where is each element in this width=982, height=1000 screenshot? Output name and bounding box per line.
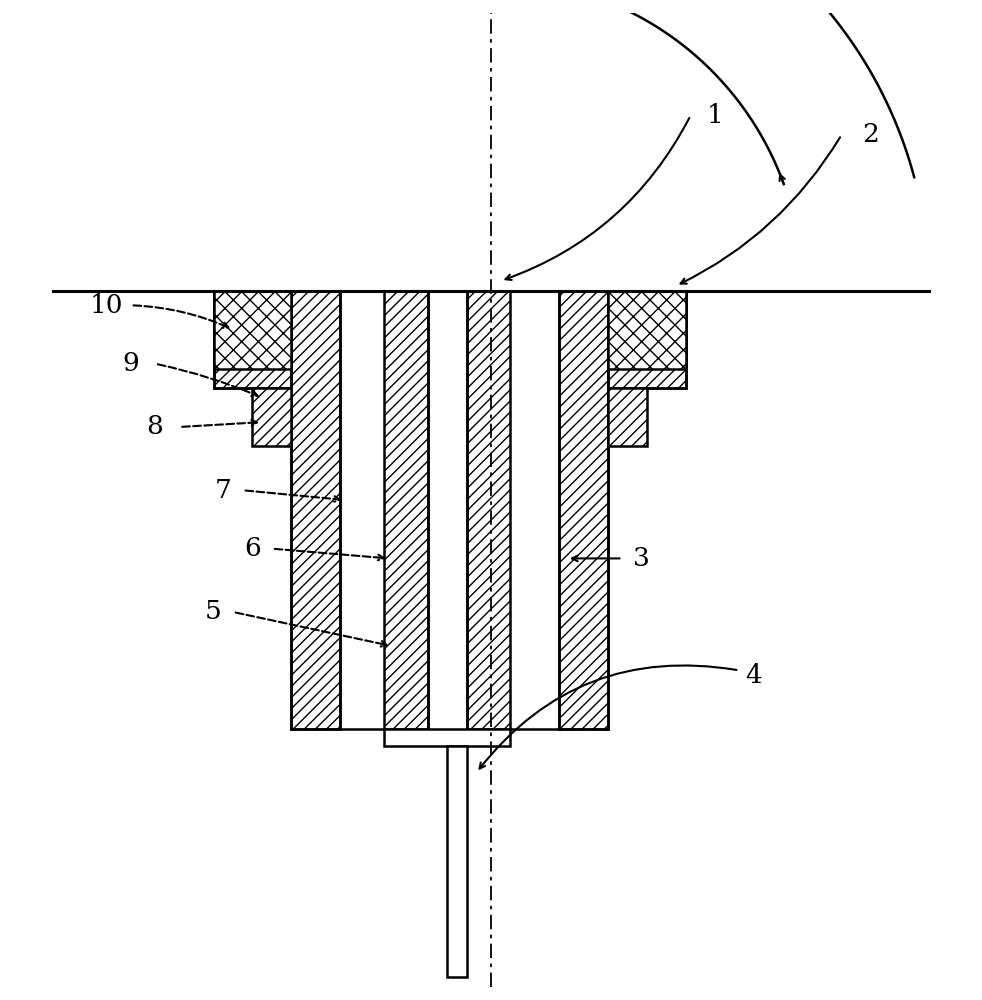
Bar [447, 746, 466, 977]
Bar [511, 291, 559, 729]
Bar [608, 291, 685, 369]
Text: 9: 9 [123, 351, 139, 376]
Bar [384, 729, 511, 746]
Bar [559, 291, 608, 729]
Text: 3: 3 [633, 546, 650, 571]
Text: 1: 1 [707, 103, 724, 128]
Text: 10: 10 [89, 293, 123, 318]
Bar [428, 291, 466, 729]
Text: 2: 2 [862, 122, 879, 147]
Bar [608, 291, 685, 388]
Bar [252, 388, 292, 446]
Bar [466, 291, 511, 729]
Bar [340, 291, 384, 729]
Text: 8: 8 [146, 414, 163, 439]
Text: 5: 5 [205, 599, 222, 624]
Bar [608, 388, 647, 446]
Bar [384, 291, 428, 729]
Bar [292, 291, 340, 729]
Text: 6: 6 [245, 536, 261, 561]
Bar [213, 291, 292, 369]
Bar [213, 291, 292, 388]
Text: 7: 7 [215, 478, 232, 503]
Text: 4: 4 [745, 663, 762, 688]
